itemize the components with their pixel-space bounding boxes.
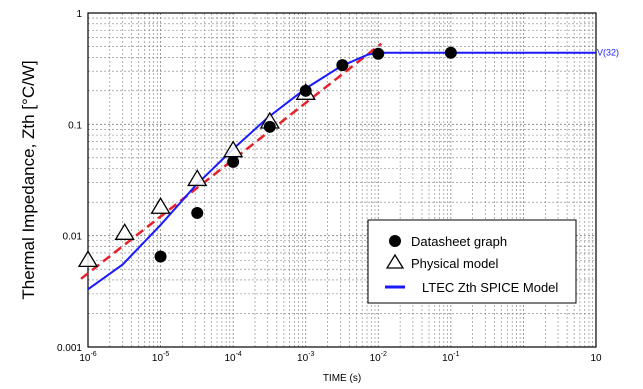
datasheet-point <box>263 120 276 133</box>
x-axis-label: TIME (s) <box>323 373 361 384</box>
y-axis-label: Thermal Impedance, Zth [°C/W] <box>19 60 38 299</box>
tick-labels: 10-6 10-5 10-4 10-3 10-2 10-1 10 0.001 0.01 0.1 1 <box>57 9 602 364</box>
x-tick-label: 10 <box>590 353 602 364</box>
legend-box <box>367 219 577 304</box>
legend-marker-datasheet <box>389 235 401 247</box>
y-tick-label: 0.001 <box>57 343 82 354</box>
legend-label-datasheet: Datasheet graph <box>411 234 507 249</box>
x-tick-label: 10-3 <box>297 351 314 364</box>
x-tick-label: 10-6 <box>79 351 96 364</box>
y-tick-label: 0.1 <box>68 120 82 131</box>
physical-model-point <box>187 169 208 187</box>
x-tick-label: 10-2 <box>370 351 387 364</box>
datasheet-point <box>372 47 385 60</box>
plot-frame <box>87 12 597 348</box>
spice-line-annotation: V(32) <box>597 48 619 58</box>
datasheet-point <box>299 84 312 97</box>
x-tick-label: 10-1 <box>442 351 459 364</box>
grid-lines <box>88 13 596 347</box>
y-tick-label: 1 <box>76 9 82 20</box>
physical-model-point <box>150 196 171 214</box>
legend-label-physical: Physical model <box>411 256 499 271</box>
legend: Datasheet graph Physical model LTEC Zth … <box>367 219 577 304</box>
datasheet-point <box>444 46 457 59</box>
legend-marker-physical <box>385 253 405 269</box>
legend-label-spice: LTEC Zth SPICE Model <box>422 280 558 295</box>
x-tick-label: 10-4 <box>224 351 241 364</box>
x-tick-label: 10-5 <box>152 351 169 364</box>
datasheet-point <box>227 155 240 168</box>
physical-model-point <box>114 223 135 240</box>
datasheet-point <box>154 250 167 263</box>
y-tick-label: 0.01 <box>63 232 83 243</box>
datasheet-point <box>191 206 204 219</box>
series-layer: V(32) <box>77 42 619 291</box>
physical-model-point <box>77 250 99 268</box>
datasheet-point <box>336 59 349 72</box>
